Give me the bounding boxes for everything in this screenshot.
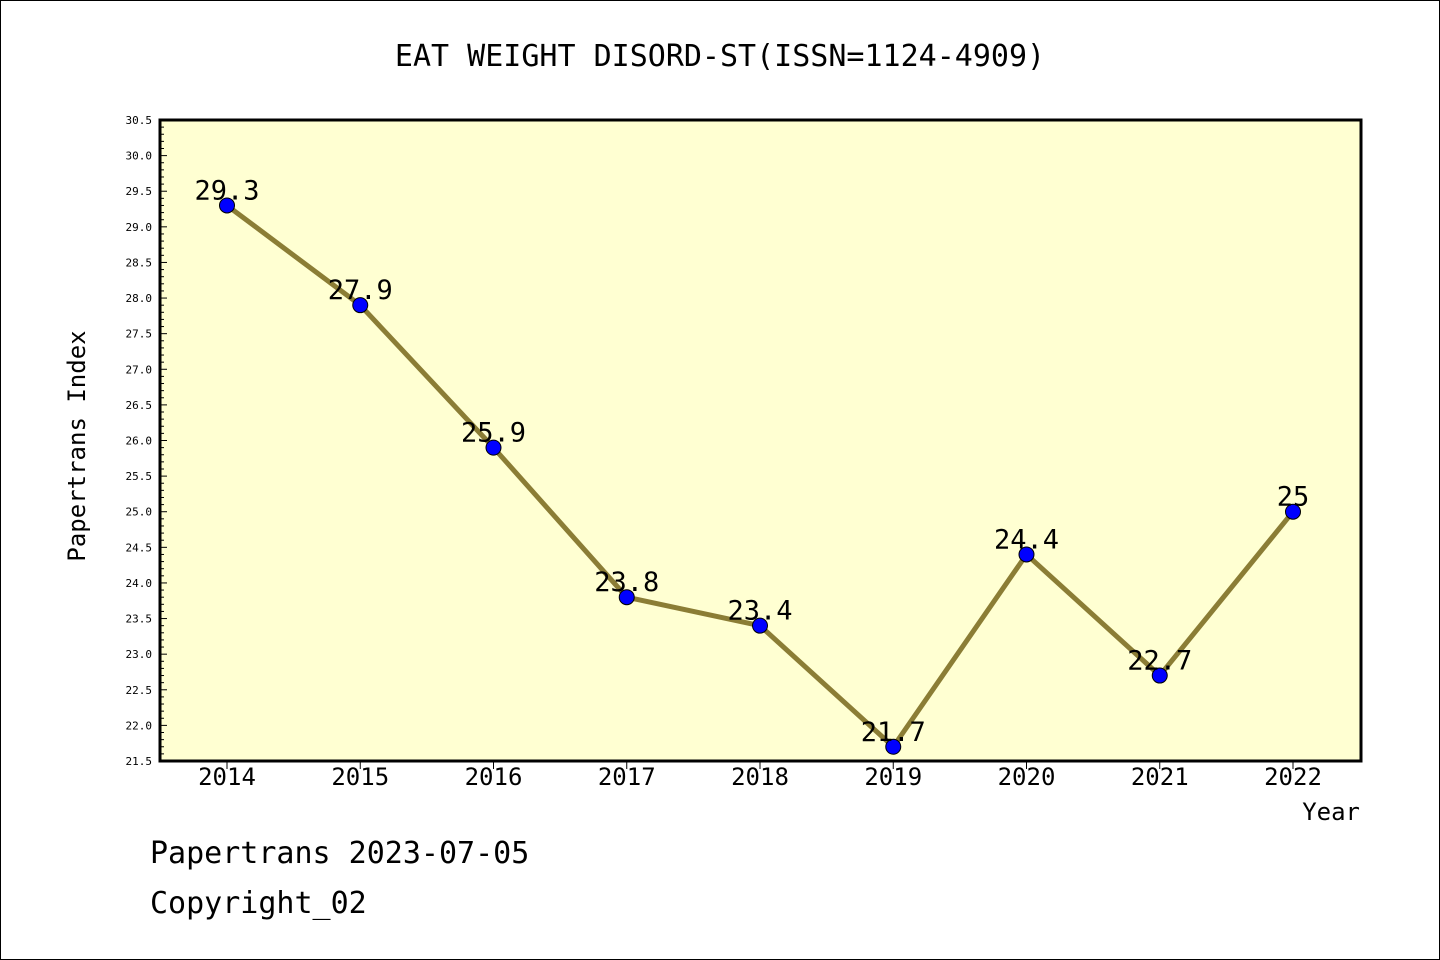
data-label: 22.7 — [1127, 646, 1192, 677]
y-tick-label: 29.5 — [126, 185, 153, 198]
y-tick-label: 22.5 — [126, 684, 153, 697]
x-tick-label: 2022 — [1264, 763, 1322, 791]
y-tick-label: 24.0 — [126, 577, 153, 590]
data-point — [618, 589, 635, 606]
data-label: 27.9 — [328, 275, 393, 306]
data-label: 24.4 — [994, 524, 1059, 555]
plot-area — [160, 120, 1361, 761]
footer-date-text: Papertrans 2023-07-05 — [150, 836, 530, 871]
y-tick-label: 24.5 — [126, 541, 153, 554]
series-group — [219, 197, 1301, 755]
y-axis-title: Papertrans Index — [63, 330, 91, 561]
y-tick-label: 25.5 — [126, 470, 153, 483]
y-tick-label: 29.0 — [126, 221, 153, 234]
chart-title: EAT WEIGHT DISORD-ST(ISSN=1124-4909) — [395, 39, 1045, 74]
x-tick-label: 2019 — [864, 763, 922, 791]
x-tick-label: 2014 — [198, 763, 256, 791]
data-label: 21.7 — [861, 717, 926, 748]
y-tick-label: 25.0 — [126, 506, 153, 519]
x-tick-label: 2015 — [331, 763, 389, 791]
x-tick-label: 2020 — [998, 763, 1056, 791]
y-tick-label: 26.5 — [126, 399, 153, 412]
data-point — [352, 297, 369, 314]
y-tick-label: 23.0 — [126, 648, 153, 661]
data-point — [1151, 667, 1168, 684]
x-tick-label: 2017 — [598, 763, 656, 791]
x-tick-label: 2016 — [465, 763, 523, 791]
x-axis: 2014 2015 2016 2017 2018 2019 2020 2021 2022 — [198, 761, 1322, 791]
data-point — [885, 738, 902, 755]
y-tick-label: 27.5 — [126, 328, 153, 341]
data-point — [752, 617, 768, 634]
data-label: 25.9 — [461, 418, 526, 449]
y-tick-label: 26.0 — [126, 435, 153, 448]
y-tick-label: 27.0 — [126, 363, 153, 376]
data-labels: 29.3 27.9 25.9 23.8 23.4 21.7 24.4 22.7 25 — [194, 175, 1309, 747]
y-tick-label: 23.5 — [126, 613, 153, 626]
data-label: 23.4 — [727, 596, 792, 627]
data-point — [485, 439, 502, 456]
plot-border — [158, 118, 1363, 763]
x-tick-label: 2021 — [1131, 763, 1189, 791]
y-tick-label: 28.5 — [126, 256, 153, 269]
data-point — [219, 197, 235, 214]
data-point — [1285, 503, 1301, 520]
data-label: 29.3 — [194, 175, 259, 206]
y-tick-label: 21.5 — [126, 755, 153, 768]
x-tick-label: 2018 — [731, 763, 789, 791]
y-tick-label: 28.0 — [126, 292, 153, 305]
data-point — [1018, 546, 1035, 563]
y-axis: 21.5 22.0 22.5 23.0 23.5 24.0 24.5 25.0 25.5 26.0… — [126, 114, 167, 768]
data-label: 23.8 — [594, 567, 659, 598]
x-axis-title: Year — [1302, 798, 1360, 826]
data-label: 25 — [1277, 482, 1310, 513]
footer-copyright-text: Copyright_02 — [150, 886, 367, 921]
y-tick-label: 30.0 — [126, 150, 153, 163]
y-tick-label: 22.0 — [126, 719, 153, 732]
y-tick-label: 30.5 — [126, 114, 153, 127]
